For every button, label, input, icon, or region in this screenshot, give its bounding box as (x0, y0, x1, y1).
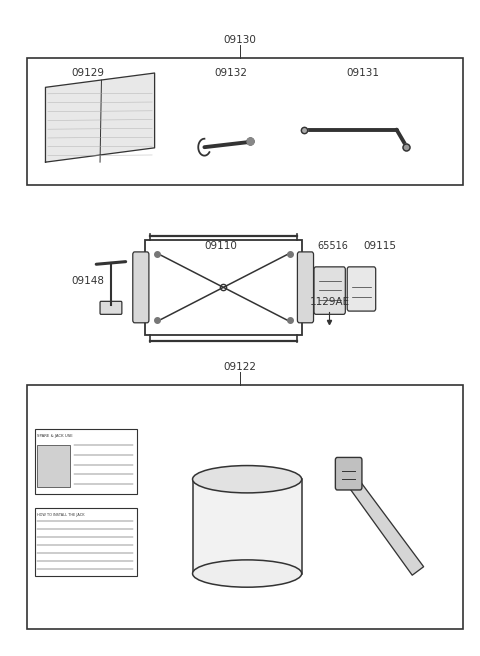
Text: 09148: 09148 (72, 276, 105, 286)
FancyBboxPatch shape (336, 457, 362, 490)
Bar (35, 429, 137, 494)
FancyBboxPatch shape (133, 252, 149, 323)
Bar (192, 480, 301, 573)
Bar (37, 445, 70, 487)
Text: 09132: 09132 (214, 68, 247, 77)
Text: 09131: 09131 (347, 68, 380, 77)
Bar (26, 58, 463, 185)
Bar (35, 508, 137, 577)
Text: 09115: 09115 (363, 241, 396, 251)
Ellipse shape (192, 466, 301, 493)
Text: 09122: 09122 (224, 362, 256, 372)
Polygon shape (337, 466, 424, 575)
Text: 09110: 09110 (204, 241, 238, 251)
FancyBboxPatch shape (347, 267, 376, 311)
Bar (145, 240, 301, 335)
Text: 65516: 65516 (317, 241, 348, 251)
FancyBboxPatch shape (314, 267, 345, 314)
Text: 1129AE: 1129AE (310, 297, 350, 307)
Text: HOW TO INSTALL THE JACK: HOW TO INSTALL THE JACK (37, 514, 85, 518)
FancyBboxPatch shape (100, 301, 122, 314)
Text: SPARE & JACK USE: SPARE & JACK USE (37, 434, 73, 438)
Ellipse shape (192, 560, 301, 587)
FancyBboxPatch shape (298, 252, 313, 323)
Text: 09130: 09130 (224, 35, 256, 45)
Text: 09129: 09129 (72, 68, 105, 77)
Polygon shape (46, 73, 155, 162)
Bar (26, 384, 463, 628)
